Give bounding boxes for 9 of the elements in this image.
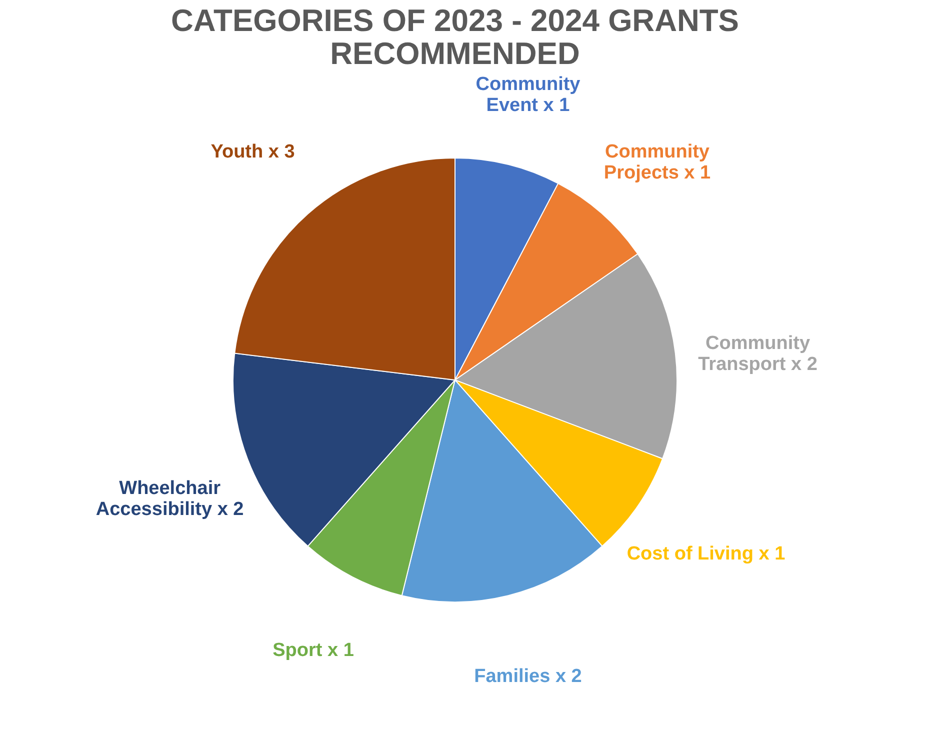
- slice-label: Community Projects x 1: [604, 142, 712, 184]
- chart-title: CATEGORIES OF 2023 - 2024 GRANTS RECOMMENDED: [171, 2, 739, 71]
- slice-label: Youth x 3: [210, 142, 295, 163]
- slice-label: Cost of Living x 1: [626, 543, 786, 564]
- slice-label: Community Transport x 2: [698, 333, 818, 376]
- slice-label: Wheelchair Accessibility x 2: [96, 478, 244, 520]
- slice-label: Community Event x 1: [476, 74, 581, 116]
- slice-label: Sport x 1: [272, 640, 354, 662]
- slice-label: Families x 2: [474, 666, 582, 688]
